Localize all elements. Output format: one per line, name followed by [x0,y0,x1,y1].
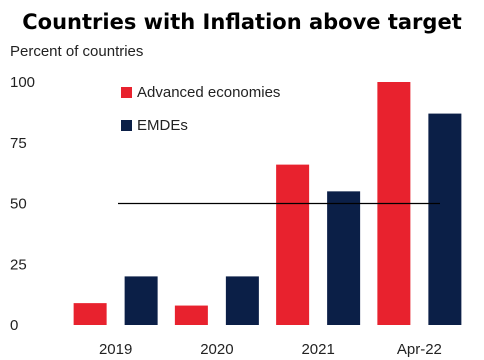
bar-emdes-1 [225,276,259,325]
legend-label-emdes: EMDEs [137,117,188,134]
y-tick-labels: 0 25 50 75 100 [10,74,35,334]
bar-advanced-2 [276,164,310,325]
legend-swatch-advanced [121,87,132,98]
x-tick-label: Apr-22 [397,341,442,358]
x-tick-label: 2021 [301,341,334,358]
legend-swatch-emdes [121,120,132,131]
legend-label-advanced: Advanced economies [137,84,280,101]
legend: Advanced economies EMDEs [121,84,280,134]
y-tick-label: 25 [10,256,27,273]
bar-emdes-2 [327,191,361,325]
y-tick-label: 0 [10,317,18,334]
chart-title: Countries with Inflation above target [22,10,461,34]
bar-emdes-0 [124,276,158,325]
y-tick-label: 50 [10,196,27,213]
bar-emdes-3 [428,113,462,325]
bars [73,82,462,325]
y-axis-label: Percent of countries [10,43,143,60]
x-tick-label: 2019 [99,341,132,358]
y-tick-label: 75 [10,135,27,152]
x-tick-labels: 2019 2020 2021 Apr-22 [99,341,442,358]
y-tick-label: 100 [10,74,35,91]
bar-advanced-0 [73,303,107,325]
x-tick-label: 2020 [200,341,233,358]
bar-advanced-1 [174,305,208,325]
